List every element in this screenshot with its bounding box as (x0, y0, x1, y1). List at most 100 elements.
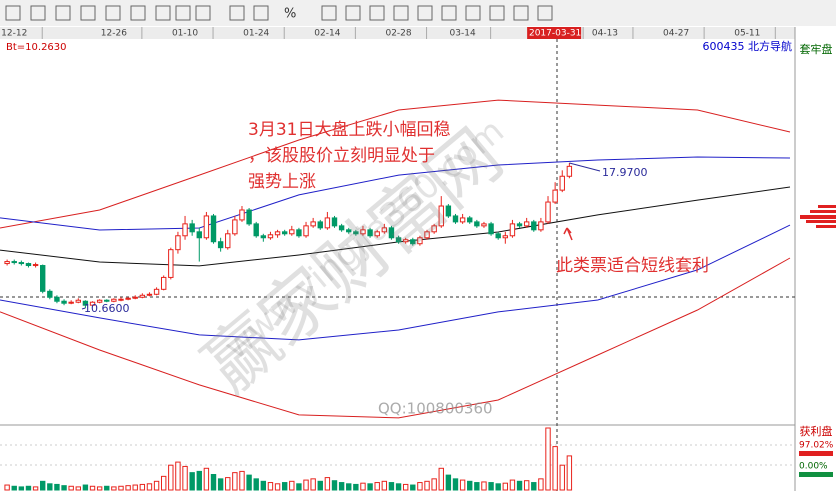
volume-bar (153, 480, 160, 491)
toolbar-percent[interactable]: % (284, 7, 296, 22)
volume-bar (509, 479, 516, 491)
candle-body (217, 241, 224, 249)
candle-body (424, 231, 430, 239)
volume-bar (353, 483, 359, 491)
candle-body (374, 231, 380, 237)
annotation-arrow (563, 227, 573, 241)
volume-bar (417, 482, 423, 491)
candle-body (111, 298, 117, 302)
volume-bar (538, 478, 544, 491)
candle-body (495, 233, 501, 239)
candle-body (246, 209, 252, 225)
toolbar-icons (5, 5, 553, 21)
candle-body (417, 237, 423, 245)
volume-bar (331, 480, 338, 491)
volume-bar (54, 483, 60, 491)
sidebar-bar (799, 472, 833, 477)
volume-bar (388, 482, 395, 491)
volume-bar (104, 485, 110, 491)
x-tick-label: 02-28 (385, 29, 411, 39)
x-tick-label: 04-13 (592, 29, 618, 39)
candle-body (438, 205, 444, 227)
candle-body (18, 262, 25, 265)
volume-bar (452, 478, 459, 491)
volume-bar (338, 482, 345, 491)
candle-body (82, 300, 89, 306)
volume-bar (474, 482, 480, 491)
date-axis-bar (0, 27, 795, 39)
volume-bar (303, 479, 309, 491)
candle-body (25, 263, 32, 267)
low-label: 10.6600 (84, 302, 130, 315)
volume-bar (367, 483, 373, 491)
volume-bar (502, 482, 509, 491)
candle-body (303, 225, 309, 237)
candle-body (96, 299, 103, 303)
x-tick-label: 2017-03-31 (529, 29, 581, 39)
candle-body (196, 231, 202, 239)
candle-body (253, 223, 259, 237)
candle-body (381, 227, 388, 233)
x-tick-label: 03-14 (450, 29, 476, 39)
volume-bar (217, 478, 224, 491)
volume-bar (175, 461, 181, 491)
volume-bar (552, 446, 558, 491)
volume-bar (47, 483, 53, 491)
annotation: 3月31日大盘上跌小幅回稳 (248, 120, 450, 140)
chip-distribution (800, 205, 836, 228)
volume-bar (531, 482, 537, 491)
volume-bar (11, 485, 17, 491)
volume-bar (18, 486, 25, 491)
stock-label: 600435 北方导航 (703, 39, 793, 53)
volume-bar (346, 483, 352, 491)
candle-body (203, 215, 210, 239)
candle-body (431, 225, 437, 233)
candle-body (445, 205, 452, 217)
volume-bar (267, 482, 274, 491)
band-line (0, 257, 791, 419)
candle-body (104, 299, 110, 302)
x-tick-label: 12-12 (1, 29, 27, 39)
sidebar-bottom[interactable]: 获利盘 (800, 424, 833, 438)
sidebar-top[interactable]: 套牢盘 (800, 42, 833, 56)
sidebar-value: 0.00% (799, 462, 828, 472)
candle-body (4, 261, 10, 265)
volume-bar (317, 480, 323, 491)
annotation: 此类票适合短线套利 (556, 256, 709, 276)
volume-bar (481, 481, 487, 491)
candle-body (89, 301, 96, 306)
candle-body (402, 239, 409, 243)
volume-bar (566, 455, 573, 491)
candle-body (182, 223, 188, 237)
candle-body (232, 219, 238, 235)
candle-body (310, 221, 316, 227)
volume-bar (410, 484, 416, 491)
volume-bar (381, 480, 388, 491)
volume-bar (374, 482, 380, 491)
high-pointer (569, 162, 601, 172)
sidebar-value: 97.02% (799, 441, 834, 451)
x-tick-label: 04-27 (663, 29, 689, 39)
volume-bar (445, 474, 452, 491)
volume-bar (523, 480, 530, 491)
candle-body (289, 229, 295, 235)
candle-body (54, 296, 60, 302)
candle-body (189, 223, 195, 233)
volume-bar (196, 470, 202, 491)
candle-body (132, 296, 138, 299)
volume-bar (96, 486, 103, 491)
volume-bar (118, 485, 124, 491)
candle-body (324, 217, 331, 229)
candle-body (75, 299, 81, 303)
candle-body (353, 231, 359, 235)
candle-body (260, 235, 267, 239)
candle-body (545, 201, 551, 223)
volume-bar (459, 479, 466, 491)
x-tick-label: 01-10 (172, 29, 198, 39)
candle-body (32, 264, 39, 267)
volume-bar (210, 474, 217, 491)
band-line (0, 156, 791, 231)
volume-bar (61, 485, 67, 491)
candle-body (523, 221, 530, 227)
volume-bar (25, 485, 32, 491)
